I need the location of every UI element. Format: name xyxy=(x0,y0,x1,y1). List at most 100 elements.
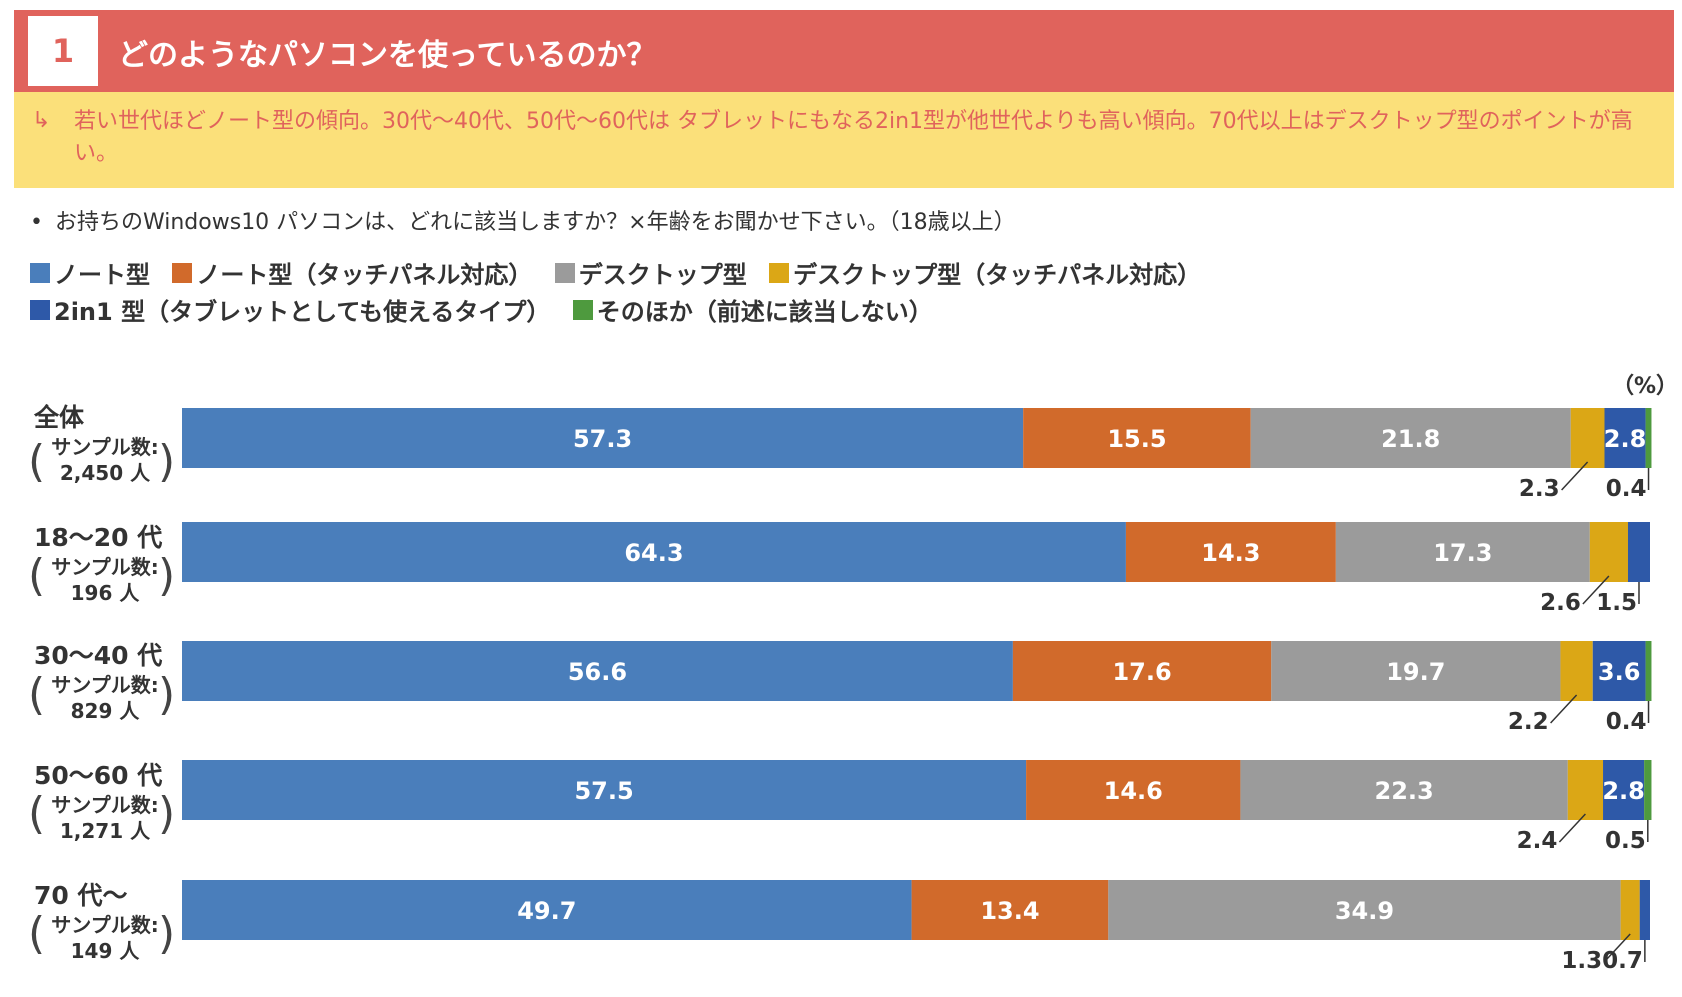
bar-segment xyxy=(1603,760,1645,820)
legend-row-2: 2in1 型（タブレットとしても使えるタイプ） そのほか（前述に該当しない） xyxy=(30,292,1430,327)
legend-swatch xyxy=(769,262,790,283)
row-label-all: 全体 サンプル数: 2,450 人 xyxy=(30,398,180,486)
legend-item: ノート型（タッチパネル対応） xyxy=(172,255,532,290)
legend-item: 2in1 型（タブレットとしても使えるタイプ） xyxy=(30,292,550,327)
return-arrow-icon: ↳ xyxy=(32,108,51,133)
row-label-18-20: 18～20 代 サンプル数: 196 人 xyxy=(30,518,180,606)
outside-label: 2.6 xyxy=(1540,590,1581,616)
data-label: 13.4 xyxy=(980,897,1039,925)
legend-row-1: ノート型 ノート型（タッチパネル対応） デスクトップ型 デスクトップ型（タッチパ… xyxy=(30,255,1430,290)
paren-left: ( xyxy=(28,436,45,487)
outside-label: 0.5 xyxy=(1605,828,1646,854)
bar-segment xyxy=(1560,641,1593,701)
bar-segment xyxy=(182,760,1027,820)
row-label-50-60: 50～60 代 サンプル数: 1,271 人 xyxy=(30,756,180,844)
paren-left: ( xyxy=(28,908,45,959)
data-label: 49.7 xyxy=(517,897,576,925)
legend-label: 2in1 型（タブレットとしても使えるタイプ） xyxy=(54,298,551,326)
legend-label: デスクトップ型（タッチパネル対応） xyxy=(793,261,1202,289)
data-label: 21.8 xyxy=(1381,425,1440,453)
outside-label: 2.3 xyxy=(1519,476,1560,502)
sample-count: 829 人 xyxy=(70,699,140,723)
row-label-30-40: 30～40 代 サンプル数: 829 人 xyxy=(30,636,180,724)
bar-segment xyxy=(1644,760,1652,820)
data-label: 57.3 xyxy=(573,425,632,453)
data-label: 56.6 xyxy=(568,658,627,686)
outside-label: 1.5 xyxy=(1596,590,1637,616)
sample-count: 1,271 人 xyxy=(59,819,151,843)
sample-count: 196 人 xyxy=(70,581,140,605)
bar-segment xyxy=(1271,641,1561,701)
outside-label: 2.4 xyxy=(1517,828,1558,854)
legend-swatch xyxy=(30,299,50,320)
row-name: 全体 xyxy=(34,403,85,432)
data-label: 15.5 xyxy=(1107,425,1166,453)
bar-segment xyxy=(1023,408,1251,468)
outside-label: 1.3 xyxy=(1561,948,1602,974)
bullet-icon: • xyxy=(30,210,43,235)
bar-segment xyxy=(1125,522,1336,582)
row-name: 50～60 代 xyxy=(34,761,163,790)
bar-segment xyxy=(1335,522,1590,582)
outside-label: 0.4 xyxy=(1606,476,1647,502)
data-label: 17.6 xyxy=(1112,658,1171,686)
data-label: 19.7 xyxy=(1386,658,1445,686)
legend-label: デスクトップ型 xyxy=(578,261,747,289)
paren-left: ( xyxy=(28,669,45,720)
data-label: 3.6 xyxy=(1598,658,1641,686)
bar-segment xyxy=(182,408,1024,468)
outside-label: 0.7 xyxy=(1602,948,1643,974)
paren-right: ) xyxy=(158,908,175,959)
data-label: 2.8 xyxy=(1604,425,1647,453)
bar-segment xyxy=(1604,408,1646,468)
bar-segment xyxy=(1567,760,1604,820)
paren-right: ) xyxy=(158,788,175,839)
outside-label: 2.2 xyxy=(1508,709,1549,735)
bar-segment xyxy=(1645,641,1652,701)
row-name: 70 代～ xyxy=(34,881,128,910)
sample-label: サンプル数: xyxy=(51,555,159,579)
legend-swatch xyxy=(172,262,193,283)
data-label: 14.3 xyxy=(1201,539,1260,567)
paren-right: ) xyxy=(158,669,175,720)
bar-segment xyxy=(1250,408,1571,468)
legend-item: そのほか（前述に該当しない） xyxy=(572,292,933,327)
leader-line xyxy=(1603,933,1631,963)
bar-segment xyxy=(1645,408,1652,468)
bar-segment xyxy=(182,641,1013,701)
bar-segment xyxy=(1026,760,1241,820)
legend-item: デスクトップ型（タッチパネル対応） xyxy=(769,255,1201,290)
data-label: 34.9 xyxy=(1335,897,1394,925)
legend-label: ノート型 xyxy=(54,261,150,289)
summary-text: 若い世代ほどノート型の傾向。30代～40代、50代～60代は タブレットにもなる… xyxy=(74,109,1633,166)
bar-segment xyxy=(1620,880,1640,940)
section-number: 1 xyxy=(28,16,98,86)
bar-segment xyxy=(1240,760,1568,820)
page-title: どのようなパソコンを使っているのか？ xyxy=(118,38,657,73)
sample-label: サンプル数: xyxy=(51,793,159,817)
data-label: 17.3 xyxy=(1433,539,1492,567)
sample-count: 149 人 xyxy=(70,939,140,963)
leader-line xyxy=(1550,694,1578,724)
leader-line xyxy=(1561,461,1589,491)
legend-swatch xyxy=(30,262,50,283)
paren-right: ) xyxy=(158,550,175,601)
data-label: 64.3 xyxy=(624,539,683,567)
survey-question: • お持ちのWindows10 パソコンは、どれに該当しますか？×年齢をお聞かせ下… xyxy=(30,204,1016,236)
bar-segment xyxy=(182,522,1126,582)
title-banner: 1 どのようなパソコンを使っているのか？ xyxy=(14,10,1674,92)
sample-label: サンプル数: xyxy=(51,435,159,459)
legend-item: デスクトップ型 xyxy=(554,255,747,290)
paren-left: ( xyxy=(28,788,45,839)
data-label: 14.6 xyxy=(1104,777,1163,805)
legend-label: そのほか（前述に該当しない） xyxy=(596,298,933,326)
sample-label: サンプル数: xyxy=(51,673,159,697)
data-label: 22.3 xyxy=(1375,777,1434,805)
bar-segment xyxy=(1570,408,1605,468)
paren-left: ( xyxy=(28,550,45,601)
leader-line xyxy=(1582,575,1610,605)
data-label: 2.8 xyxy=(1602,777,1645,805)
data-label: 57.5 xyxy=(574,777,633,805)
outside-label: 0.4 xyxy=(1606,709,1647,735)
summary-note: ↳ 若い世代ほどノート型の傾向。30代～40代、50代～60代は タブレットにも… xyxy=(14,92,1674,188)
